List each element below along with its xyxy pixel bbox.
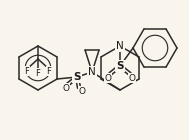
Text: O: O <box>129 74 136 82</box>
Text: O: O <box>105 74 112 82</box>
Text: O: O <box>79 87 86 95</box>
Text: F: F <box>25 66 29 75</box>
Text: S: S <box>73 72 81 82</box>
Text: F: F <box>36 68 40 78</box>
Text: N: N <box>116 41 124 51</box>
Text: N: N <box>88 67 96 77</box>
Text: F: F <box>46 66 51 75</box>
Text: O: O <box>63 83 70 93</box>
Text: S: S <box>116 61 124 71</box>
